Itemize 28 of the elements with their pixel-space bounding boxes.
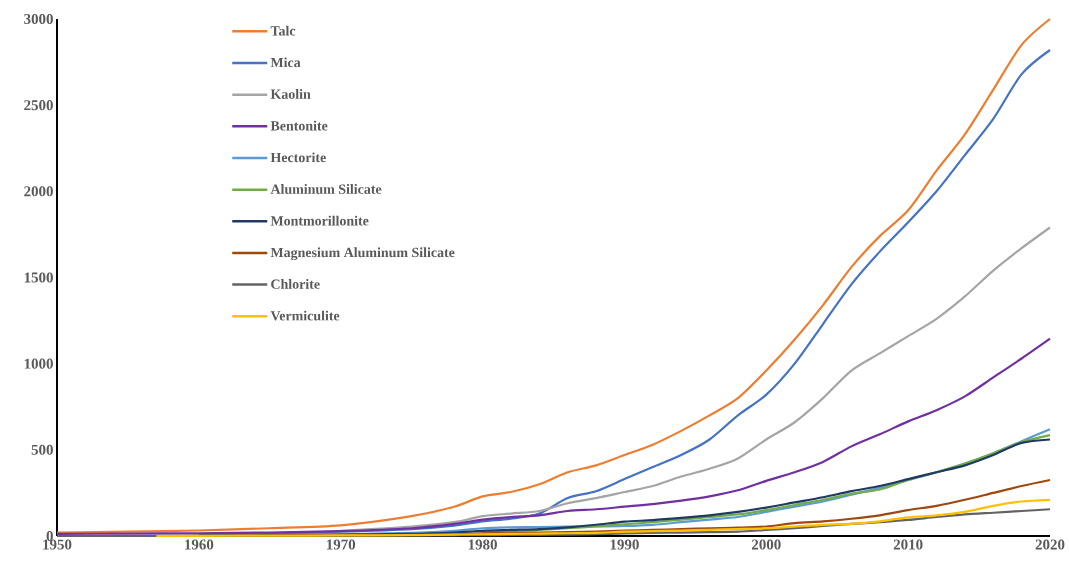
legend-label: Aluminum Silicate <box>270 184 382 194</box>
x-tick-label: 2020 <box>1035 539 1065 550</box>
legend-label: Montmorillonite <box>270 215 369 226</box>
legend-label: Bentonite <box>270 120 328 131</box>
legend-label: Magnesium Aluminum Silicate <box>270 247 455 261</box>
legend-label: Vermiculite <box>270 310 340 321</box>
legend-label: Hectorite <box>270 152 326 163</box>
y-tick-label: 3000 <box>24 13 53 25</box>
legend-label: Talc <box>270 25 296 36</box>
x-tick-label: 1980 <box>468 539 497 550</box>
x-tick-label: 2000 <box>751 539 781 550</box>
legend-label: Mica <box>270 57 301 68</box>
y-tick-label: 2000 <box>24 186 53 197</box>
line-series <box>55 17 1052 534</box>
x-tick-label: 1950 <box>43 539 72 550</box>
y-tick-label: 2500 <box>24 100 53 111</box>
y-tick-label: 1500 <box>24 272 53 283</box>
x-tick-label: 1970 <box>326 539 356 550</box>
x-tick-label: 1990 <box>610 539 639 550</box>
y-tick-label: 0 <box>46 530 53 542</box>
line-series <box>155 498 1052 538</box>
y-tick-label: 500 <box>31 444 53 455</box>
x-tick-label: 1960 <box>185 539 214 550</box>
legend-label: Chlorite <box>271 279 320 289</box>
line-series <box>197 48 1052 536</box>
x-tick-label: 2010 <box>893 539 923 550</box>
y-tick-label: 1000 <box>24 358 53 369</box>
legend-label: Kaolin <box>270 89 311 99</box>
